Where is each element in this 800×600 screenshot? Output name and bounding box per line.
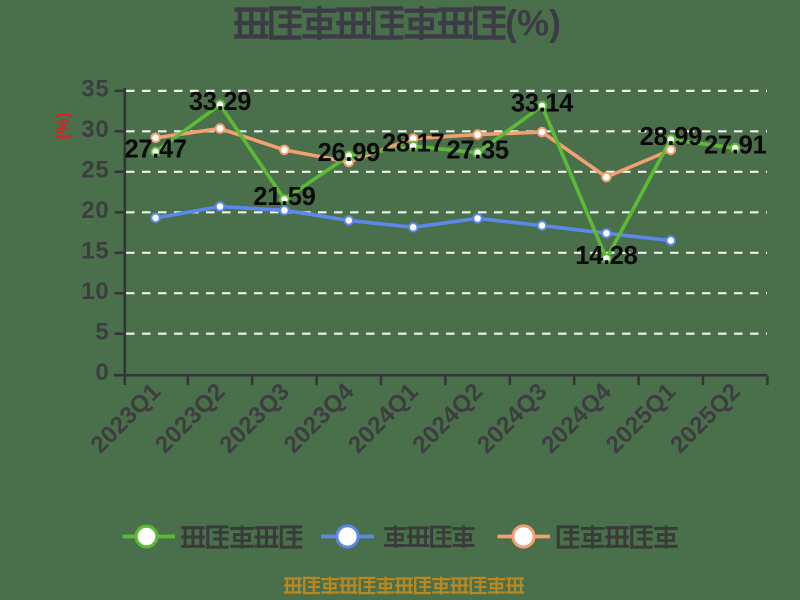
svg-text:5: 5 [95,319,109,346]
svg-text:33.29: 33.29 [189,88,251,116]
svg-text:(%): (%) [505,3,561,44]
svg-text:21.59: 21.59 [253,183,315,211]
svg-text:14.28: 14.28 [575,242,637,270]
svg-text:10: 10 [81,278,109,305]
svg-text:28.99: 28.99 [640,123,702,151]
svg-text:27.91: 27.91 [704,132,766,160]
svg-text:27.35: 27.35 [446,136,508,164]
svg-text:28.17: 28.17 [382,130,444,158]
svg-text:33.14: 33.14 [511,89,574,117]
svg-text:27.47: 27.47 [124,135,186,163]
svg-text:(%): (%) [53,112,73,139]
svg-text:35: 35 [81,76,109,103]
svg-text:15: 15 [81,238,109,265]
svg-text:0: 0 [95,359,109,386]
svg-text:20: 20 [81,197,109,224]
svg-text:30: 30 [81,116,109,143]
svg-text:26.99: 26.99 [318,139,380,167]
svg-text:25: 25 [81,157,109,184]
